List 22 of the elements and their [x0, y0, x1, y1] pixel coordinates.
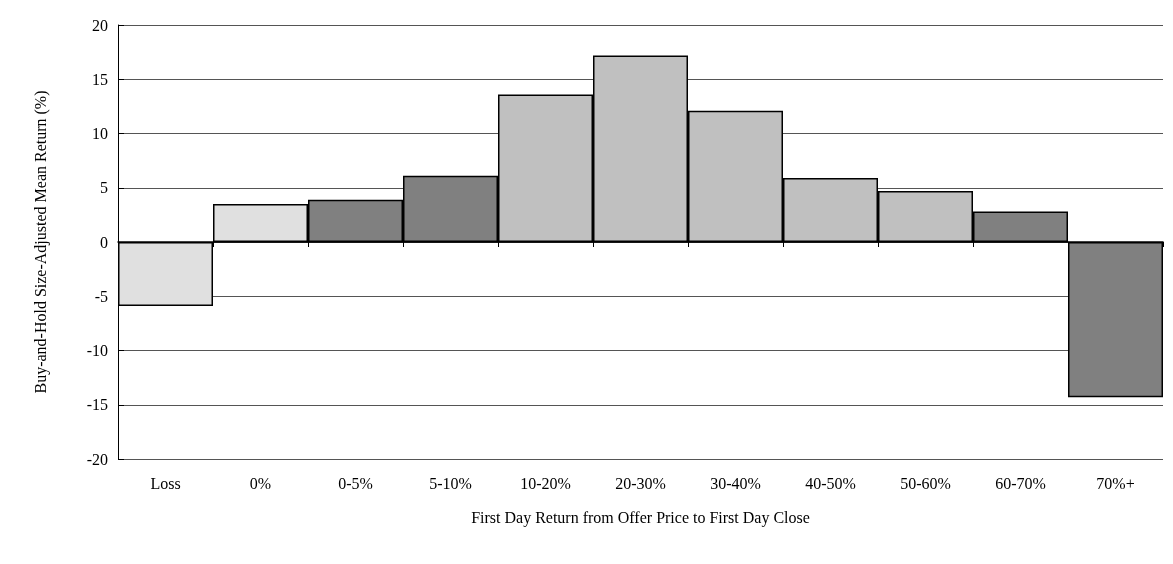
x-tick-label: 20-30%: [615, 474, 666, 492]
x-axis-title: First Day Return from Offer Price to First Day Close: [471, 508, 810, 527]
y-tick-label: 15: [92, 70, 108, 88]
x-tick-label: 30-40%: [710, 474, 761, 492]
y-axis-title: Buy-and-Hold Size-Adjusted Mean Return (%): [31, 90, 50, 394]
y-tick-label: -20: [86, 450, 108, 468]
y-tick-label: 20: [92, 16, 108, 34]
y-tick-label: 0: [100, 233, 108, 251]
y-tick-label: 10: [92, 125, 108, 142]
x-tick-label: 50-60%: [900, 474, 951, 492]
x-tick-label: 10-20%: [520, 474, 571, 492]
y-tick-label: -15: [86, 396, 108, 414]
x-tick-label: Loss: [150, 474, 181, 492]
x-tick-label: 70%+: [1096, 474, 1135, 492]
y-tick-label: -5: [94, 287, 108, 305]
y-tick-label: -10: [86, 342, 108, 359]
x-tick-label: 40-50%: [805, 474, 856, 492]
x-tick-label: 0-5%: [338, 474, 373, 492]
y-tick-label: 5: [100, 179, 108, 197]
x-tick-label: 0%: [249, 474, 272, 492]
x-tick-label: 5-10%: [429, 474, 472, 492]
x-tick-label: 60-70%: [995, 474, 1046, 492]
